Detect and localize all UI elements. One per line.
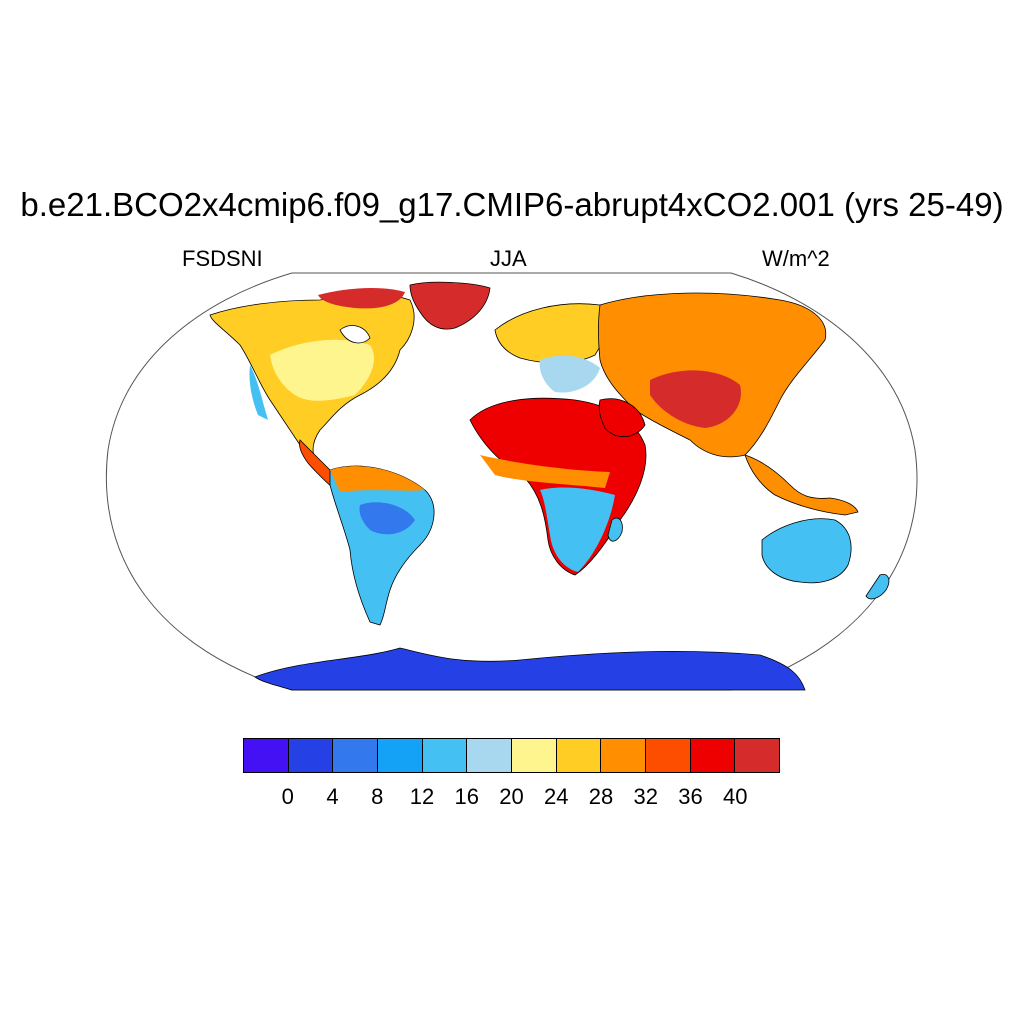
colorbar-box xyxy=(646,739,691,772)
amazon-core xyxy=(359,502,415,535)
season-label: JJA xyxy=(490,246,527,271)
australia xyxy=(761,518,852,584)
new-zealand xyxy=(865,573,890,600)
colorbar-tick-label: 28 xyxy=(588,784,614,809)
colorbar-tick-label: 32 xyxy=(633,784,658,809)
units-label: W/m^2 xyxy=(762,246,830,271)
colorbar-tick-label: 8 xyxy=(371,784,384,809)
colorbar-box xyxy=(244,739,289,772)
south-america-north xyxy=(330,466,425,492)
southeast-asia xyxy=(744,454,859,516)
colorbar-tick-label: 36 xyxy=(678,784,703,809)
colorbar-box xyxy=(467,739,513,772)
hudson-bay xyxy=(339,325,371,344)
colorbar-tick-label: 40 xyxy=(723,784,748,809)
madagascar xyxy=(607,517,623,542)
colorbar-tick-label: 16 xyxy=(454,784,479,809)
arabia xyxy=(598,398,646,438)
canada-north-hot xyxy=(318,288,405,309)
greenland xyxy=(409,281,491,330)
colorbar-box xyxy=(333,739,379,772)
plot-title: b.e21.BCO2x4cmip6.f09_g17.CMIP6-abrupt4x… xyxy=(20,186,1004,223)
colorbar-tick-label: 0 xyxy=(281,784,294,809)
colorbar-tick-label: 24 xyxy=(544,784,569,809)
antarctica xyxy=(254,647,806,691)
colorbar-box xyxy=(690,739,736,772)
southern-africa xyxy=(540,487,615,572)
colorbar-box xyxy=(601,739,647,772)
colorbar-tick-label: 12 xyxy=(409,784,435,809)
colorbar-box xyxy=(735,739,780,772)
tibet-hot xyxy=(650,370,741,428)
colorbar-tick-label: 4 xyxy=(326,784,339,809)
europe xyxy=(494,303,606,364)
colorbar-box xyxy=(288,739,334,772)
colorbar-box xyxy=(512,739,557,772)
colorbar-box xyxy=(422,739,468,772)
sahel-orange xyxy=(480,455,610,488)
colorbar-tick-labels: 0 4 8 12 16 20 24 28 32 36 40 xyxy=(243,784,780,810)
north-america-east xyxy=(270,339,375,401)
colorbar-box xyxy=(378,739,423,772)
colorbar-tick-label: 20 xyxy=(499,784,524,809)
colorbar xyxy=(243,738,780,773)
mediterranean-cool xyxy=(539,355,600,393)
variable-label: FSDSNI xyxy=(182,246,263,271)
west-coast-cool xyxy=(249,365,268,420)
colorbar-box xyxy=(556,739,602,772)
